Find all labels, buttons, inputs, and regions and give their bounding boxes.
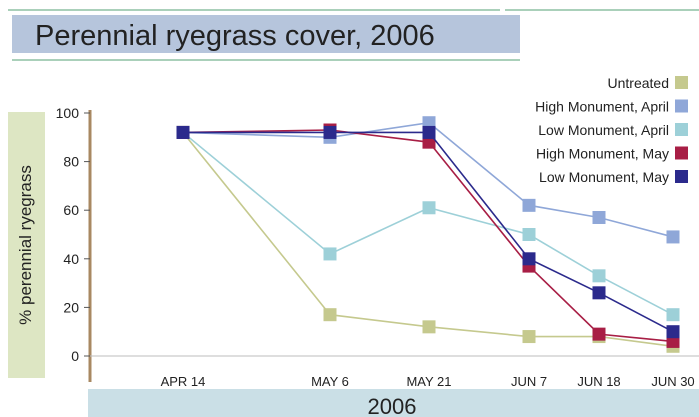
data-point	[666, 325, 680, 339]
legend-label: Low Monument, April	[538, 122, 669, 138]
series-line	[182, 129, 674, 343]
series-layer	[176, 116, 680, 353]
y-tick-label: 100	[56, 105, 80, 121]
legend-swatch	[675, 99, 688, 113]
ticks-layer: 0 20 40 60 80 100 APR 14 MAY 6 MAY 21 JUN 7 JUN 18…	[56, 105, 695, 389]
legend-swatch	[675, 76, 688, 89]
data-point	[522, 198, 536, 212]
x-tick-label: APR 14	[161, 374, 206, 389]
data-point	[422, 320, 436, 334]
legend-swatch	[675, 123, 688, 136]
data-point	[522, 228, 536, 241]
legend-label: Untreated	[608, 75, 669, 91]
x-tick-label: MAY 21	[406, 374, 451, 389]
data-point	[522, 330, 536, 344]
data-point	[176, 125, 190, 139]
x-tick-label: JUN 18	[577, 374, 620, 389]
series-line	[183, 131, 674, 333]
series-4	[176, 125, 680, 339]
legend-swatch	[675, 170, 688, 183]
y-tick-label: 80	[63, 154, 79, 170]
y-axis-title-panel	[8, 112, 45, 378]
chart-title: Perennial ryegrass cover, 2006	[35, 20, 435, 52]
data-point	[592, 286, 606, 300]
data-point	[522, 252, 536, 266]
y-tick-label: 20	[63, 299, 79, 315]
y-axis-title: % perennial ryegrass	[16, 165, 35, 325]
data-point	[592, 269, 606, 283]
x-tick-label: MAY 6	[311, 374, 349, 389]
legend-label: High Monument, April	[535, 99, 669, 115]
legend-label: High Monument, May	[536, 146, 669, 162]
series-line	[182, 121, 674, 238]
data-point	[422, 201, 436, 215]
data-point	[666, 308, 680, 322]
data-point	[323, 247, 337, 261]
series-line	[182, 131, 674, 316]
data-point	[323, 125, 337, 139]
legend: Untreated High Monument, April Low Monumen…	[535, 75, 688, 185]
y-tick-label: 40	[63, 251, 79, 267]
data-point	[323, 308, 337, 322]
data-point	[592, 210, 606, 224]
x-axis-title: 2006	[368, 394, 417, 417]
x-tick-label: JUN 7	[511, 374, 547, 389]
legend-label: Low Monument, May	[539, 169, 669, 185]
y-tick-label: 0	[71, 348, 79, 364]
data-point	[422, 125, 436, 139]
data-point	[592, 327, 606, 341]
data-point	[666, 230, 680, 244]
series-line	[182, 131, 674, 348]
y-tick-label: 60	[63, 202, 79, 218]
legend-swatch	[675, 146, 688, 160]
title-banner	[12, 15, 520, 53]
x-axis-title-bar	[88, 389, 699, 417]
x-tick-label: JUN 30	[651, 374, 694, 389]
